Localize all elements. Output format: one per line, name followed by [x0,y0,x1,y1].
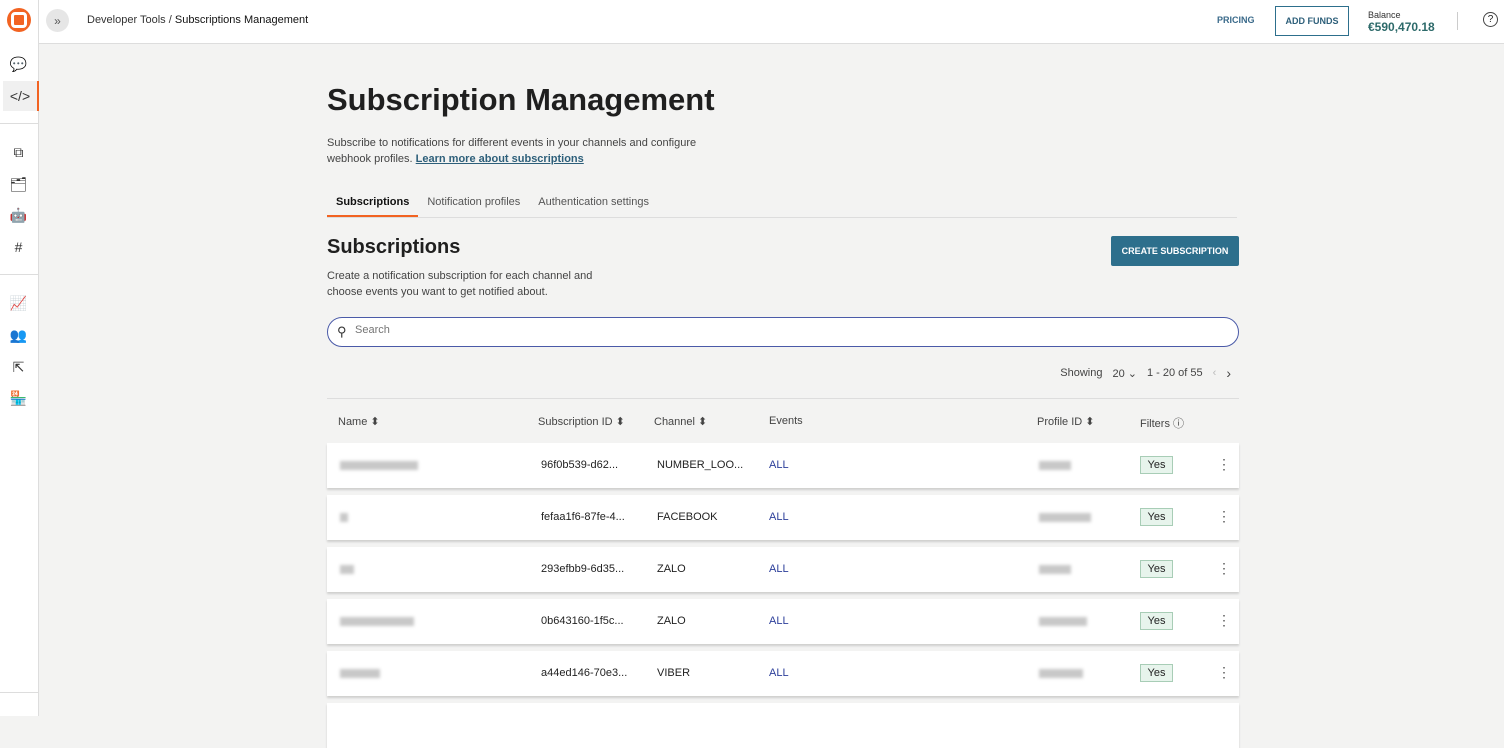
profile-id-redacted [1039,617,1087,626]
channel: NUMBER_LOO... [657,459,744,471]
analytics-icon[interactable]: 📈 [9,294,28,311]
sidebar: 💬 </> ⧉ 🗂 🤖 # 📈 👥 ⇱ 🏪 [0,0,39,716]
subscription-id: 0b643160-1f5c... [541,615,624,627]
bot-icon[interactable]: 🤖 [9,206,28,223]
next-page-button[interactable]: › [1226,365,1231,381]
tab-notification-profiles[interactable]: Notification profiles [427,196,521,208]
topbar: » Developer Tools / Subscriptions Manage… [39,0,1504,44]
learn-more-link[interactable]: Learn more about subscriptions [415,153,584,165]
store-icon[interactable]: 🏪 [9,389,28,406]
templates-icon[interactable]: ⧉ [13,143,24,160]
section-description: Create a notification subscription for e… [327,270,593,298]
profile-id-redacted [1039,669,1083,678]
name-redacted [340,617,414,626]
channel: VIBER [657,667,691,679]
page-description: Subscribe to notifications for different… [327,137,697,165]
add-funds-button[interactable]: ADD FUNDS [1275,6,1349,36]
filters-badge: Yes [1140,508,1173,526]
column-filters: Filters ⓘ [1140,418,1185,430]
events: ALL [769,615,789,627]
subscription-id: fefaa1f6-87fe-4... [541,511,625,523]
numbers-icon[interactable]: # [14,239,23,255]
info-icon[interactable]: ⓘ [1173,418,1185,430]
column-events: Events [769,415,803,427]
balance-value: €590,470.18 [1368,20,1435,34]
pagination: Showing 20 ⌄ 1 - 20 of 55 ‹ › [1060,365,1231,381]
more-options-icon[interactable]: ⋮ [1217,456,1231,472]
profile-id-redacted [1039,461,1071,470]
events: ALL [769,511,789,523]
help-icon[interactable]: ? [1483,12,1498,27]
tab-subscriptions[interactable]: Subscriptions [327,186,419,217]
campaigns-icon[interactable]: ⇱ [12,358,25,375]
page-range: 1 - 20 of 55 [1147,367,1203,379]
inbox-icon[interactable]: 🗂 [9,175,28,192]
channel: FACEBOOK [657,511,718,523]
page-title: Subscription Management [327,82,715,117]
column-profile-id[interactable]: Profile ID ⬍ [1037,416,1095,428]
column-name[interactable]: Name ⬍ [338,416,380,428]
tab-authentication-settings[interactable]: Authentication settings [538,196,649,208]
create-subscription-button[interactable]: CREATE SUBSCRIPTION [1111,236,1239,266]
filters-badge: Yes [1140,664,1173,682]
more-options-icon[interactable]: ⋮ [1217,664,1231,680]
table-row[interactable]: a44ed146-70e3... VIBER ALL Yes ⋮ [327,651,1239,696]
breadcrumb-current: Subscriptions Management [174,14,309,26]
logo[interactable] [7,8,31,32]
table-row[interactable] [327,703,1239,748]
conversations-icon[interactable]: 💬 [9,55,28,72]
events: ALL [769,563,789,575]
subscription-id: a44ed146-70e3... [541,667,628,679]
more-options-icon[interactable]: ⋮ [1217,508,1231,524]
subscription-id: 96f0b539-d62... [541,459,619,471]
breadcrumb-parent[interactable]: Developer Tools [87,14,166,26]
column-channel[interactable]: Channel ⬍ [654,416,708,428]
filters-badge: Yes [1140,456,1173,474]
more-options-icon[interactable]: ⋮ [1217,560,1231,576]
expand-sidebar-button[interactable]: » [46,9,69,32]
profile-id-redacted [1039,565,1071,574]
balance-label: Balance [1368,10,1401,20]
search-input[interactable] [355,324,1215,336]
prev-page-button[interactable]: ‹ [1212,367,1217,379]
name-redacted [340,513,348,522]
name-redacted [340,565,354,574]
events: ALL [769,459,789,471]
table-row[interactable]: 293efbb9-6d35... ZALO ALL Yes ⋮ [327,547,1239,592]
name-redacted [340,669,380,678]
page-size-select[interactable]: 20 ⌄ [1112,367,1137,380]
section-title: Subscriptions [327,236,461,258]
events: ALL [769,667,789,679]
search-icon: ⚲ [337,324,347,339]
table-header: Name ⬍ Subscription ID ⬍ Channel ⬍ Event… [327,398,1239,442]
profile-id-redacted [1039,513,1091,522]
table-row[interactable]: 0b643160-1f5c... ZALO ALL Yes ⋮ [327,599,1239,644]
column-subscription-id[interactable]: Subscription ID ⬍ [538,416,625,428]
people-icon[interactable]: 👥 [9,326,28,343]
search-field[interactable]: ⚲ [327,317,1239,347]
subscription-id: 293efbb9-6d35... [541,563,625,575]
tabs: Subscriptions Notification profiles Auth… [327,186,1237,218]
more-options-icon[interactable]: ⋮ [1217,612,1231,628]
filters-badge: Yes [1140,560,1173,578]
breadcrumb: Developer Tools / Subscriptions Manageme… [87,14,309,26]
table-row[interactable]: fefaa1f6-87fe-4... FACEBOOK ALL Yes ⋮ [327,495,1239,540]
name-redacted [340,461,418,470]
developer-tools-icon[interactable]: </> [3,81,39,111]
filters-badge: Yes [1140,612,1173,630]
table-row[interactable]: 96f0b539-d62... NUMBER_LOO... ALL Yes ⋮ [327,443,1239,488]
pricing-link[interactable]: PRICING [1217,15,1255,25]
channel: ZALO [657,615,686,627]
channel: ZALO [657,563,686,575]
